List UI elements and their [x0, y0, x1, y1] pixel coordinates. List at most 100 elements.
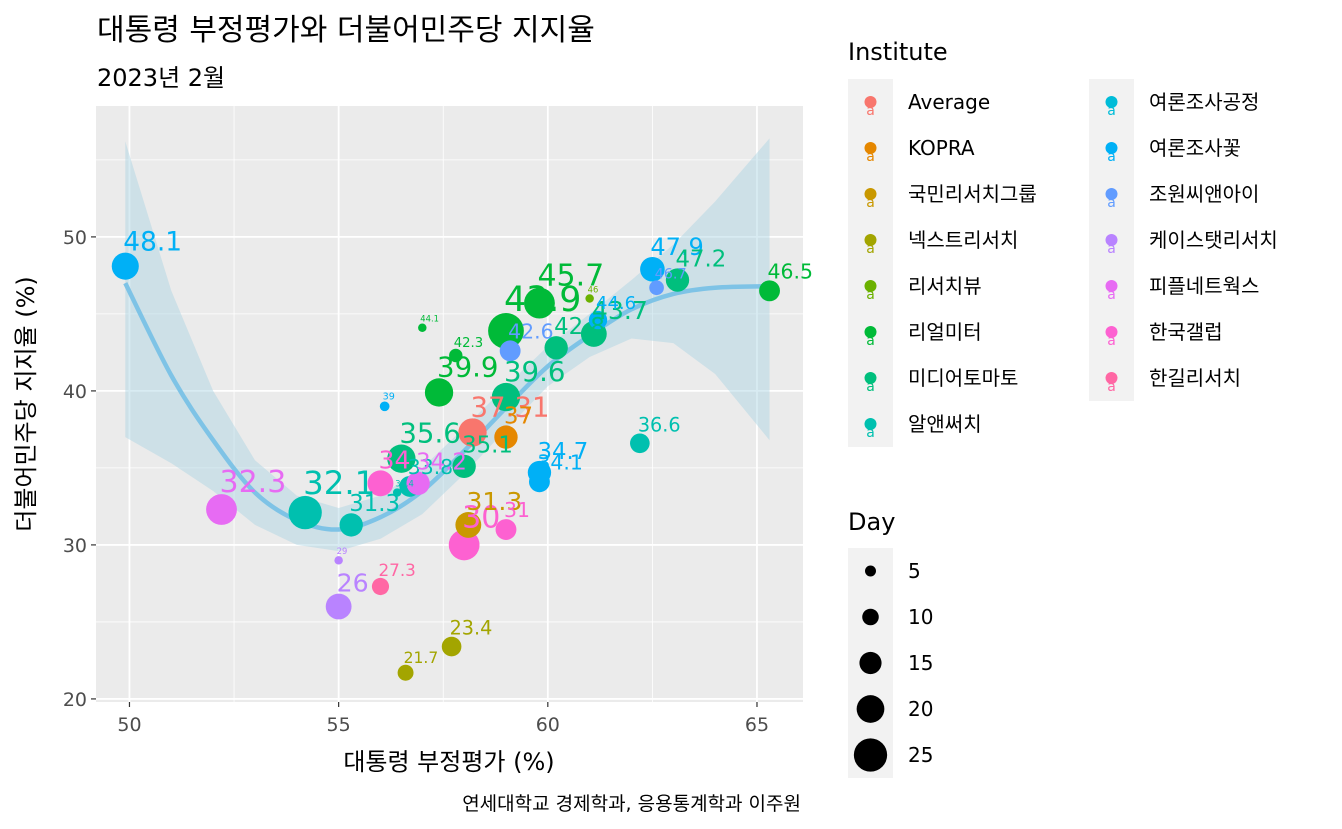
x-tick-label: 65 [745, 714, 769, 736]
data-label: 33.8 [408, 455, 453, 479]
y-tick-label: 20 [63, 689, 87, 711]
legend-institute-label: 미디어토마토 [908, 366, 1018, 390]
smooth-curve [123, 282, 770, 532]
y-tick-label: 40 [63, 381, 87, 403]
legend-key-glyph: a [1107, 379, 1116, 395]
legend-key-glyph: a [1107, 195, 1116, 211]
data-point [630, 433, 650, 454]
y-tick-label: 50 [63, 227, 87, 249]
legend-institute-label: 여론조사공정 [1149, 90, 1259, 114]
legend-day: Day 5 10 15 20 25 [848, 508, 933, 778]
legend-key-point [864, 234, 877, 246]
legend-institute-label: KOPRA [908, 136, 975, 160]
data-label: 34.7 [537, 439, 588, 465]
legend-key-glyph: a [1107, 149, 1116, 165]
data-label: 30 [462, 501, 500, 536]
data-label: 34 [378, 445, 410, 474]
legend-size-point [853, 738, 888, 772]
x-tick-label: 50 [117, 714, 141, 736]
data-point [649, 280, 664, 296]
data-label: 43.7 [592, 296, 648, 325]
data-point [371, 577, 390, 596]
data-point [288, 495, 322, 530]
data-point [441, 636, 462, 657]
data-label: 47.2 [675, 246, 726, 272]
data-label: 45.7 [537, 259, 604, 294]
legend-key-glyph: a [1107, 287, 1116, 303]
legend-institute-label: 넥스트리서치 [908, 228, 1018, 252]
legend-size-label: 15 [908, 651, 933, 675]
data-point [387, 444, 416, 473]
data-label: 34.1 [537, 450, 582, 474]
legend-key-point [864, 280, 877, 292]
legend-size-label: 20 [908, 697, 933, 721]
data-point [418, 323, 427, 333]
data-label: 47.9 [650, 233, 703, 261]
legend-key-point [1105, 372, 1118, 384]
data-point [665, 268, 690, 292]
panel-background [96, 106, 803, 702]
data-label: 42.3 [454, 336, 483, 351]
data-label: 44.6 [596, 293, 636, 314]
data-point [397, 664, 414, 681]
smooth-band [123, 138, 770, 552]
data-point [111, 252, 139, 280]
data-label: 35.6 [399, 417, 460, 450]
legend-institute-label: 피플네트웍스 [1149, 274, 1259, 298]
data-label: 39.9 [437, 350, 498, 383]
data-label: 39 [383, 391, 395, 402]
legend-size-label: 10 [908, 605, 933, 629]
data-label: 46 [588, 284, 599, 294]
data-label: 31 [504, 498, 530, 522]
x-tick-label: 55 [327, 714, 351, 736]
legend-key-point [1105, 96, 1118, 108]
legend-key-glyph: a [866, 149, 875, 165]
legend-key-point [1105, 142, 1118, 154]
data-point [759, 280, 780, 302]
data-point [499, 340, 521, 362]
data-label: 42.8 [554, 314, 605, 340]
legend-key-glyph: a [866, 379, 875, 395]
legend-size-point [859, 651, 882, 675]
data-points [111, 252, 780, 681]
legend-size-point [865, 565, 876, 577]
legend-institute-label: 한국갤럽 [1149, 320, 1223, 344]
data-label: 32.3 [220, 465, 287, 500]
chart-title: 대통령 부정평가와 더불어민주당 지지율 [97, 13, 595, 48]
data-label: 32.1 [303, 464, 375, 502]
data-point [585, 294, 594, 303]
legend-institute-label: 리서치뷰 [908, 274, 982, 298]
data-point [588, 310, 608, 330]
legend-institute-label: Average [908, 90, 990, 114]
data-point [455, 511, 482, 538]
plot-panel: 48.132.3 32.131.3262927.3393435.633.833.4… [96, 106, 813, 702]
data-label: 35.1 [462, 433, 513, 459]
legend-key-point [864, 372, 877, 384]
legend-size-label: 5 [908, 559, 921, 583]
data-point [367, 470, 394, 497]
y-tick-label: 30 [63, 535, 87, 557]
axes: 50 55 60 65 20 30 40 50 [63, 227, 769, 736]
data-label: 44.1 [420, 314, 439, 324]
legend-size-point [856, 695, 885, 723]
data-label: 46.5 [768, 259, 813, 283]
legend-institute-label: 여론조사꽃 [1149, 136, 1241, 160]
chart-subtitle: 2023년 2월 [97, 64, 225, 92]
legend-institute-title: Institute [848, 38, 948, 66]
legend-key-point [1105, 280, 1118, 292]
x-tick-label: 60 [536, 714, 560, 736]
legend-key-point [864, 96, 877, 108]
data-point [458, 418, 487, 447]
legend-key-glyph: a [1107, 333, 1116, 349]
data-point [406, 471, 430, 495]
data-labels: 48.132.3 32.131.3262927.3393435.633.833.4… [123, 227, 813, 667]
legend-size-label: 25 [908, 743, 933, 767]
legend-institute-label: 조원씨앤아이 [1149, 182, 1259, 206]
legend-key-point [1105, 234, 1118, 246]
data-label: 39.6 [504, 355, 565, 388]
data-label: 27.3 [378, 560, 415, 580]
data-label: 48.1 [123, 227, 182, 258]
data-point [495, 519, 517, 540]
chart-caption: 연세대학교 경제학과, 응용통계학과 이주원 [462, 793, 801, 815]
